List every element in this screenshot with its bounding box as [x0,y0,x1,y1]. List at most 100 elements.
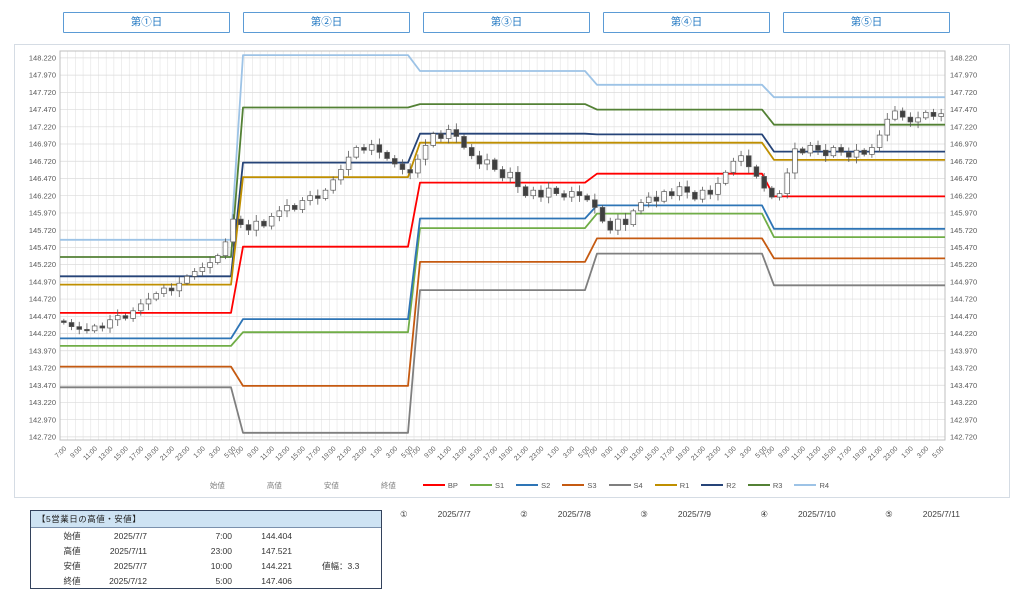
y-tick-label-left: 144.720 [29,295,56,304]
legend-item-R4: R4 [794,481,829,490]
x-tick-label: 1:00 [547,445,561,459]
candle [422,145,429,160]
day-date: 2025/7/10 [797,509,836,519]
candle [307,195,313,201]
y-tick-label-right: 145.220 [950,260,977,269]
x-tick-label: 21:00 [159,445,176,462]
y-tick-label-left: 147.220 [29,122,56,131]
candle [268,216,275,227]
candle [168,287,175,292]
candle [846,151,852,158]
candle [453,129,460,137]
candle [384,151,390,159]
candle [253,220,259,231]
series-line-S3 [60,237,945,387]
row-note: 値幅：3.3 [322,560,360,571]
x-tick-label: 15:00 [821,445,838,462]
candle [145,298,152,305]
candle [191,271,198,277]
y-tick-label-left: 146.220 [29,191,56,200]
candle [207,262,213,268]
y-tick-label-right: 145.720 [950,226,977,235]
day-tab-3[interactable]: 第③日 [423,12,590,33]
legend-item-S3: S3 [562,481,597,490]
candle [430,133,436,146]
candle [753,166,760,177]
candle [284,205,290,212]
candles [61,106,944,335]
candle [438,133,444,139]
row-time: 23:00 [210,545,232,556]
legend-line-swatch [562,484,585,486]
x-axis-labels: 7:00 9:0011:0013:0015:0017:0019:0021:0023… [54,445,946,462]
legend-line-swatch [422,484,445,486]
candle [376,144,383,153]
x-tick-label: 15:00 [644,445,661,462]
x-tick-label: 17:00 [305,445,322,462]
day-tab-4[interactable]: 第④日 [603,12,770,33]
legend-item-R1: R1 [654,481,689,490]
y-tick-label-left: 143.220 [29,398,56,407]
y-tick-label-left: 144.220 [29,329,56,338]
candle [76,326,82,330]
x-tick-label: 1:00 [193,445,207,459]
x-tick-label: 13:00 [451,445,468,462]
candle [930,111,937,117]
candle [569,191,575,198]
x-tick-label: 11:00 [82,445,99,462]
x-tick-label: 13:00 [628,445,645,462]
legend-series-label: S1 [494,480,505,490]
candle [676,186,683,197]
plot-border [59,50,946,441]
series-line-R3 [60,103,945,258]
y-tick-label-right: 144.470 [950,312,977,321]
y-tick-label-right: 146.970 [950,140,977,149]
y-tick-label-left: 143.470 [29,381,56,390]
candle [622,218,629,226]
candle [707,189,714,195]
x-tick-label: 23:00 [882,445,899,462]
y-tick-label-right: 147.720 [950,88,977,97]
legend-item-S2: S2 [516,481,550,490]
x-tick-label: 3:00 [562,445,576,459]
y-tick-label-right: 148.220 [950,53,977,62]
x-tick-label: 17:00 [482,445,499,462]
candle [592,199,598,208]
day-tab-5[interactable]: 第⑤日 [783,12,950,33]
y-tick-label-left: 147.720 [29,88,56,97]
candle [607,220,613,231]
day-tab-1[interactable]: 第①日 [63,12,230,33]
y-tick-label-right: 143.220 [950,398,977,407]
candle [884,118,891,136]
legend-item-R3: R3 [747,481,782,490]
row-time: 7:00 [215,530,232,541]
candle [692,191,698,200]
chart-legend: 始値 高値 安値 終値 BP S1 S2 S3 S4 R1 R2 R3 R4 [15,478,1009,492]
date-label-row: ① 2025/7/7 ② 2025/7/8 ③ 2025/7/9 ④ 2025/7/10 ⑤ 20… [400,507,960,521]
candle [361,147,367,151]
x-tick-label: 17:00 [836,445,853,462]
legend-line-swatch [794,484,817,486]
candle [445,129,452,139]
candle [722,171,729,184]
y-tick-label-left: 143.970 [29,346,56,355]
row-time: 10:00 [210,560,232,571]
candle [599,207,606,222]
candle [353,147,360,158]
row-date: 2025/7/7 [113,530,147,541]
legend-item-BP: BP [422,481,458,490]
y-tick-label-left: 145.470 [29,243,56,252]
y-tick-label-right: 146.220 [950,191,977,200]
candle [876,134,883,148]
candle [830,147,837,157]
candle [638,202,644,212]
x-tick-label: 1:00 [724,445,738,459]
candle [99,325,106,329]
candle [730,160,737,173]
series-line-R2 [60,132,945,278]
x-tick-label: 19:00 [498,445,515,462]
day-tab-2[interactable]: 第②日 [243,12,410,33]
y-tick-label-left: 142.970 [29,415,56,424]
candle [853,149,860,158]
candle [615,218,621,231]
